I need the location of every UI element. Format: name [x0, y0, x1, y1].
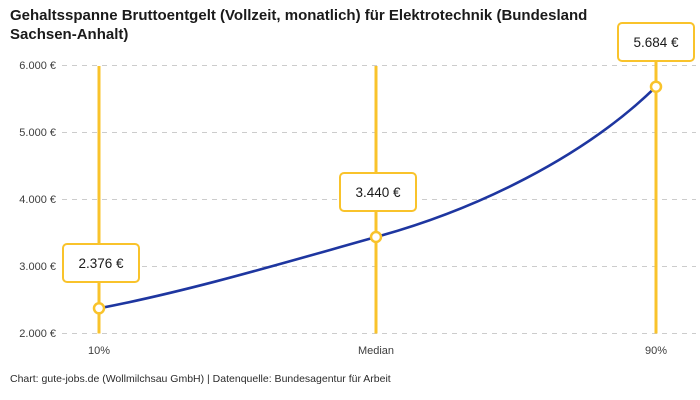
- value-label-median: 3.440 €: [339, 172, 417, 212]
- y-tick-4000: 4.000 €: [19, 194, 56, 206]
- x-tick-median: Median: [357, 345, 395, 357]
- chart-title: Gehaltsspanne Bruttoentgelt (Vollzeit, m…: [10, 7, 588, 44]
- data-point-90: [649, 80, 663, 93]
- chart-credit: Chart: gute-jobs.de (Wollmilchsau GmbH) …: [10, 373, 391, 385]
- x-tick-90: 90%: [644, 345, 668, 357]
- data-point-markers: [92, 80, 663, 315]
- value-label-10: 2.376 €: [62, 243, 140, 283]
- data-point-10: [92, 302, 106, 315]
- y-tick-3000: 3.000 €: [19, 261, 56, 273]
- value-label-90: 5.684 €: [617, 22, 695, 62]
- y-tick-2000: 2.000 €: [19, 328, 56, 340]
- y-tick-5000: 5.000 €: [19, 127, 56, 139]
- data-point-median: [369, 230, 383, 244]
- x-tick-10: 10%: [87, 345, 111, 357]
- y-tick-6000: 6.000 €: [19, 60, 56, 72]
